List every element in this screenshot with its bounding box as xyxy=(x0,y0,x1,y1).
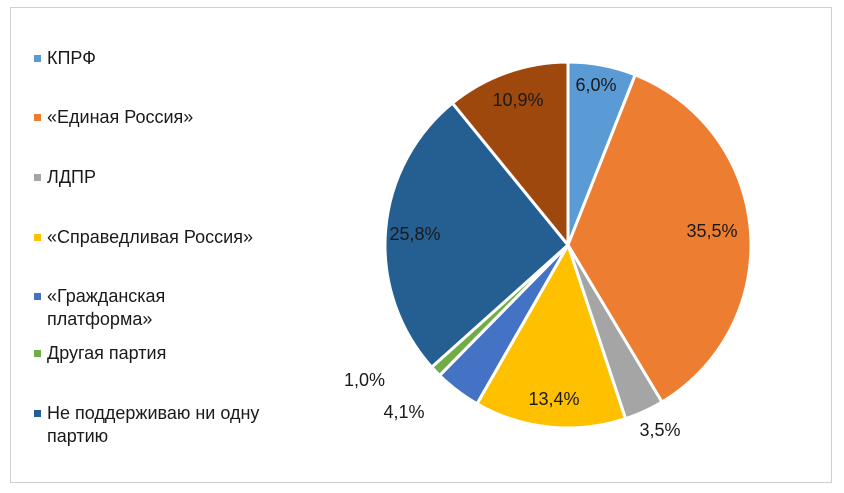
legend-item-other-party: Другая партия xyxy=(34,342,317,365)
legend-swatch xyxy=(34,174,41,181)
legend-item-united-russia: «Единая Россия» xyxy=(34,106,317,129)
slice-value-label: 35,5% xyxy=(686,221,737,241)
legend-label: Другая партия xyxy=(47,343,167,363)
legend-label: «Единая Россия» xyxy=(47,107,194,127)
pie-slice xyxy=(475,243,628,430)
legend-item-kprf: КПРФ xyxy=(34,47,317,70)
slice-value-label: 13,4% xyxy=(528,389,579,409)
chart-legend: КПРФ «Единая Россия» ЛДПР «Справедливая … xyxy=(34,0,334,493)
pie-slice xyxy=(383,101,570,369)
slice-value-label: 6,0% xyxy=(575,75,616,95)
legend-label: «Справедливая Россия» xyxy=(47,227,253,247)
legend-label: КПРФ xyxy=(47,48,96,68)
legend-item-civic-platform: «Гражданская платформа» xyxy=(34,285,217,331)
legend-swatch xyxy=(34,350,41,357)
legend-label: «Гражданская платформа» xyxy=(47,286,166,329)
legend-item-just-russia: «Справедливая Россия» xyxy=(34,226,317,249)
legend-swatch xyxy=(34,114,41,121)
slice-value-label: 25,8% xyxy=(389,224,440,244)
legend-swatch xyxy=(34,293,41,300)
legend-item-no-party: Не поддерживаю ни одну партию xyxy=(34,402,317,448)
slice-value-label: 3,5% xyxy=(639,420,680,440)
legend-swatch xyxy=(34,410,41,417)
legend-swatch xyxy=(34,55,41,62)
legend-label: ЛДПР xyxy=(47,167,96,187)
legend-swatch xyxy=(34,234,41,241)
pie-slice xyxy=(450,60,570,247)
slice-value-label: 10,9% xyxy=(492,90,543,110)
legend-item-ldpr: ЛДПР xyxy=(34,166,317,189)
slice-value-label: 4,1% xyxy=(383,402,424,422)
legend-label: Не поддерживаю ни одну партию xyxy=(47,403,260,446)
slice-value-label: 1,0% xyxy=(344,370,385,390)
